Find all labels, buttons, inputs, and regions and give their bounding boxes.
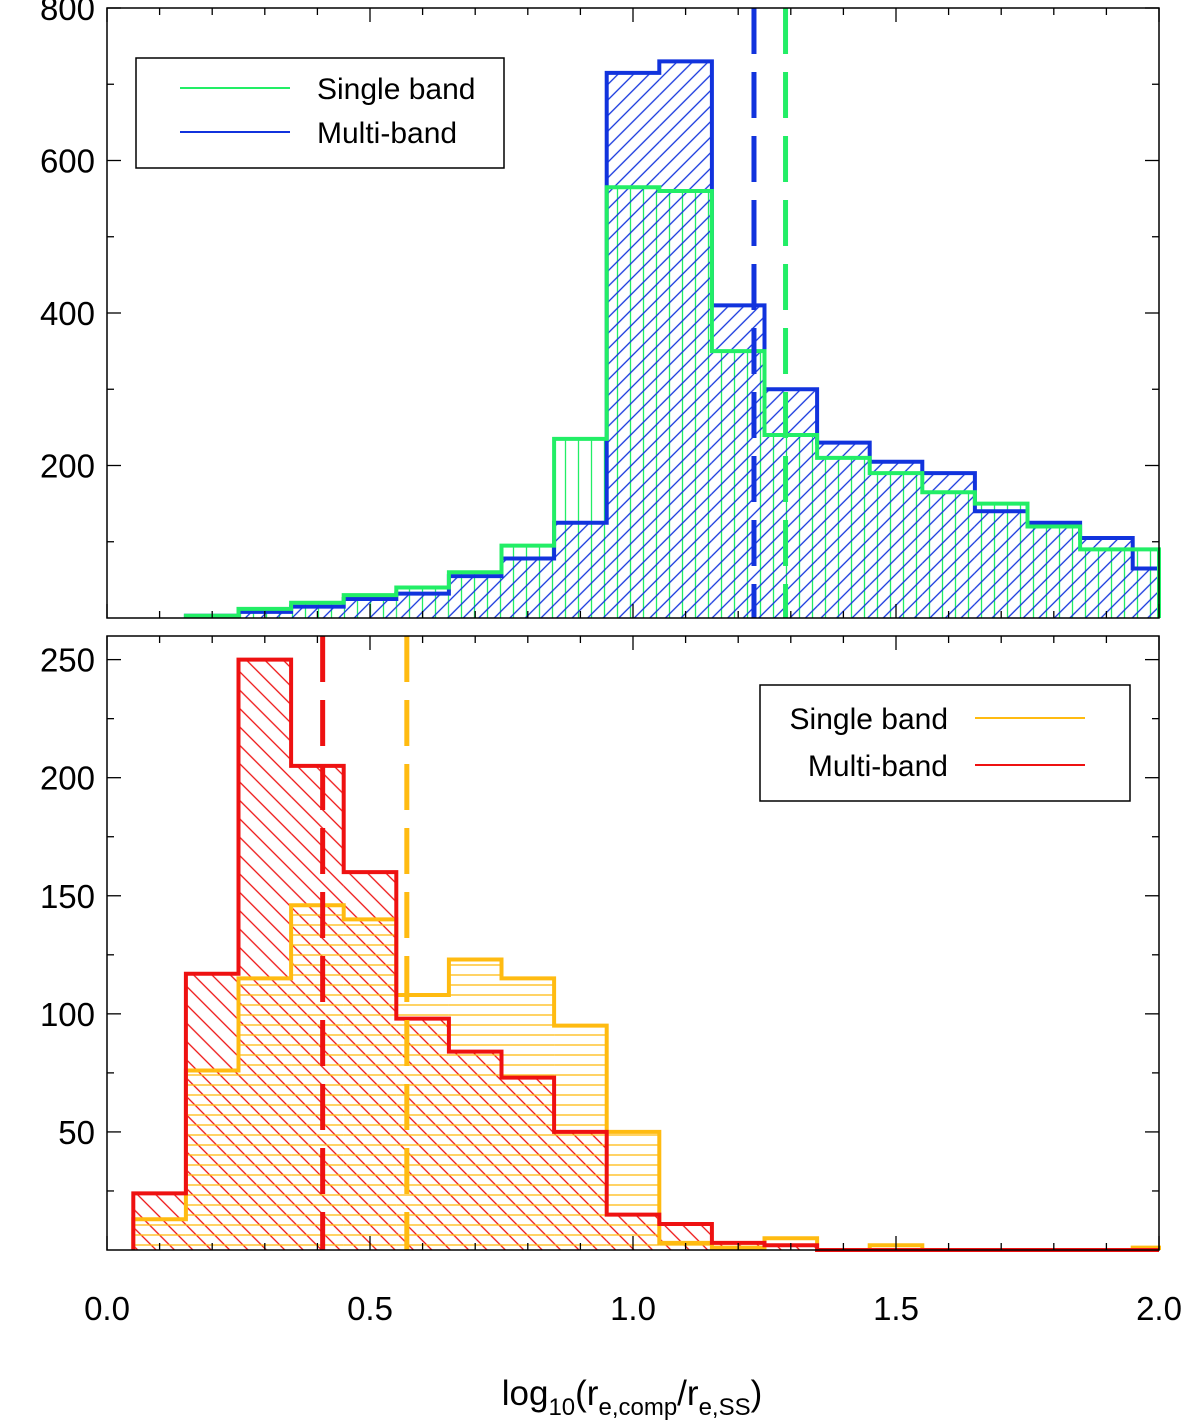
- top-histogram-panel: 200 400 600 800 Single band Multi-band: [40, 0, 1161, 619]
- bottom-single-band-bar-9: [606, 1131, 660, 1250]
- x-axis-label-close: ): [751, 1374, 763, 1413]
- bottom-single-band-bar-7: [501, 978, 555, 1250]
- top-multi-band-bar-13: [869, 461, 923, 618]
- top-multi-band-bar-6: [501, 558, 555, 618]
- xtick-label-2.0: 2.0: [1136, 1290, 1182, 1327]
- xtick-label-0.5: 0.5: [347, 1290, 393, 1327]
- bottom-legend-label-1: Multi-band: [808, 750, 948, 783]
- top-ytick-label-600: 600: [40, 143, 95, 180]
- bottom-axes: 50 100 150 200 250 0.0 0.5 1.0 1.5 2.0: [40, 635, 1182, 1327]
- xtick-label-0.0: 0.0: [84, 1290, 130, 1327]
- x-axis-label-open: (r: [575, 1374, 599, 1413]
- bottom-single-band-bar-4: [343, 919, 397, 1250]
- top-multi-band-bar-7: [554, 522, 607, 618]
- bottom-ytick-label-250: 250: [40, 642, 95, 679]
- xtick-label-1.5: 1.5: [873, 1290, 919, 1327]
- bottom-single-band-bar-3: [291, 905, 344, 1250]
- bottom-median-lines: [320, 636, 410, 1250]
- top-ytick-label-800: 800: [40, 0, 95, 27]
- bottom-histogram-panel: 50 100 150 200 250 0.0 0.5 1.0 1.5 2.0 Single ban…: [40, 635, 1182, 1327]
- bottom-single-band-bar-2: [238, 978, 292, 1250]
- x-axis-label-log: log: [502, 1374, 549, 1413]
- top-multi-band-bar-9: [659, 61, 712, 618]
- top-ytick-label-200: 200: [40, 448, 95, 485]
- bottom-legend: Single band Multi-band: [759, 684, 1131, 802]
- top-legend-label-1: Multi-band: [317, 117, 457, 150]
- bottom-legend-label-0: Single band: [790, 703, 948, 736]
- bottom-single-band-bar-6: [448, 959, 502, 1250]
- top-legend-label-0: Single band: [317, 73, 475, 106]
- top-multi-band-bar-14: [922, 473, 975, 618]
- top-multi-band-bar-8: [606, 72, 660, 618]
- bottom-single-band-bar-5: [396, 994, 449, 1250]
- bottom-ytick-label-200: 200: [40, 760, 95, 797]
- x-axis-label-denominator-subscript: e,SS: [699, 1394, 751, 1421]
- top-single-band-outline: [183, 185, 1161, 618]
- bottom-single-band-bar-1: [185, 1070, 239, 1250]
- top-multi-band-bar-12: [817, 442, 870, 618]
- top-axes: 200 400 600 800: [40, 0, 1160, 619]
- x-axis-label: log10(re,comp/re,SS): [502, 1374, 763, 1421]
- bottom-ytick-label-50: 50: [58, 1114, 95, 1151]
- bottom-single-band-bar-8: [554, 1025, 607, 1250]
- top-outline-single: [183, 185, 1161, 618]
- top-median-lines: [751, 8, 789, 618]
- x-axis-label-log-subscript: 10: [548, 1394, 575, 1421]
- xtick-label-1.0: 1.0: [610, 1290, 656, 1327]
- top-multi-band-bar-16: [1027, 522, 1081, 618]
- top-ytick-label-400: 400: [40, 295, 95, 332]
- x-axis-label-slash: /r: [677, 1374, 699, 1413]
- top-legend: Single band Multi-band: [135, 57, 505, 169]
- x-axis-label-numerator-subscript: e,comp: [598, 1394, 677, 1421]
- bottom-ytick-label-150: 150: [40, 878, 95, 915]
- bottom-legend-box: [759, 684, 1131, 802]
- bottom-ytick-label-100: 100: [40, 996, 95, 1033]
- top-multi-band-bar-18: [1132, 568, 1159, 618]
- top-multi-band-bar-11: [764, 389, 818, 618]
- top-multi-band-bar-15: [974, 511, 1028, 618]
- top-legend-box: [135, 57, 505, 169]
